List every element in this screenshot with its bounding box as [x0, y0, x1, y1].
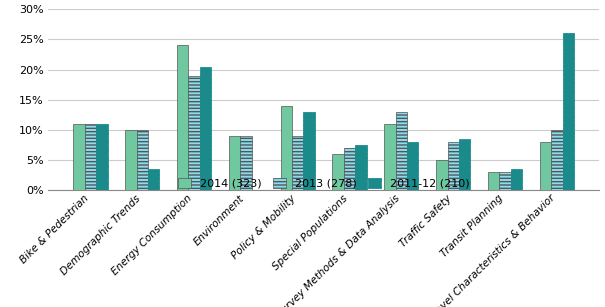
Bar [459, 139, 470, 190]
Bar [137, 130, 148, 190]
Bar [148, 169, 160, 190]
Bar [281, 106, 292, 190]
Bar [511, 169, 522, 190]
Bar [436, 160, 448, 190]
Bar [125, 130, 137, 190]
Bar [188, 76, 200, 190]
Bar [488, 172, 499, 190]
Bar [355, 145, 367, 190]
Bar [292, 136, 304, 190]
Bar [563, 33, 574, 190]
Bar [333, 154, 344, 190]
Bar [384, 124, 396, 190]
Legend: 2014 (323), 2013 (278), 2011-12 (210): 2014 (323), 2013 (278), 2011-12 (210) [178, 178, 469, 188]
Bar [304, 112, 315, 190]
Bar [396, 112, 407, 190]
Bar [73, 124, 85, 190]
Bar [177, 45, 188, 190]
Bar [229, 136, 240, 190]
Bar [551, 130, 563, 190]
Bar [240, 136, 252, 190]
Bar [344, 148, 355, 190]
Bar [448, 142, 459, 190]
Bar [96, 124, 108, 190]
Bar [85, 124, 96, 190]
Bar [407, 142, 419, 190]
Bar [540, 142, 551, 190]
Bar [499, 172, 511, 190]
Bar [200, 67, 211, 190]
